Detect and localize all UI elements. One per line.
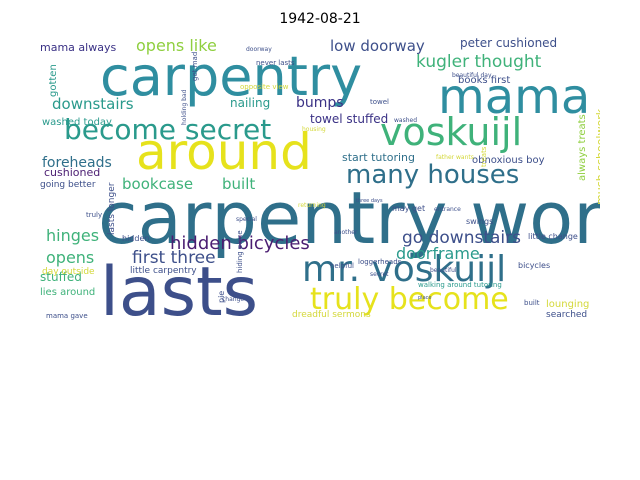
cloud-word: searched [546, 310, 587, 320]
cloud-word: start tutoring [342, 151, 415, 164]
cloud-word: walking around tutoring [418, 281, 502, 289]
cloud-word: swings [466, 217, 493, 226]
cloud-word: mama [438, 69, 590, 125]
cloud-word: mr. voskuijl [302, 249, 506, 290]
cloud-word: washed [394, 117, 417, 124]
cloud-word: truly [86, 211, 102, 219]
cloud-word: towel stuffed [310, 112, 388, 126]
cloud-word: lasts longer [107, 182, 117, 235]
cloud-word: change [222, 296, 244, 303]
cloud-word: downstairs [52, 95, 134, 113]
cloud-word: cushioned [44, 166, 100, 179]
cloud-word: dreadful sermons [292, 310, 371, 320]
cloud-word: opens [46, 248, 94, 267]
cloud-word: beautiful day [452, 72, 492, 79]
cloud-word: pie [217, 291, 226, 303]
cloud-word: little change [528, 232, 578, 241]
cloud-word: secret [370, 271, 389, 278]
cloud-word: stuffed [40, 270, 82, 284]
cloud-word: doorframe [396, 244, 480, 263]
cloud-word: hidden [122, 234, 149, 243]
cloud-word: books first [458, 75, 510, 86]
cloud-word: mama always [40, 41, 116, 54]
cloud-word: returning [298, 202, 326, 209]
cloud-word: hiding place [236, 230, 244, 273]
cloud-word: opens like [136, 37, 217, 55]
cloud-word: loggerheads [358, 258, 402, 266]
cloud-word: beautiful [430, 267, 457, 274]
cloud-word: become secret [64, 113, 271, 146]
cloud-word: low doorway [330, 37, 425, 55]
cloud-word: bumps [296, 95, 344, 111]
cloud-word: hidden bicycles [170, 233, 310, 254]
cloud-word: another [334, 229, 358, 236]
cloud-word: peter cushioned [460, 37, 557, 50]
cloud-word: obnoxious boy [472, 155, 545, 166]
cloud-word: lies around [40, 287, 95, 298]
cloud-word: gotten [48, 64, 59, 97]
cloud-word: day outside [42, 267, 95, 277]
word-cloud: carpentry workcarpentrylastsmamaaroundbe… [40, 37, 600, 322]
cloud-word: voskuijl [380, 110, 522, 154]
cloud-word: bicycles [518, 261, 550, 270]
cloud-word: three days [356, 198, 383, 204]
cloud-word: bookcase [122, 175, 193, 193]
cloud-word: mama gave [46, 312, 88, 320]
cloud-word: always treats [577, 114, 588, 181]
cloud-word: go downstairs [402, 228, 521, 248]
cloud-word: housing [302, 126, 326, 133]
cloud-word: helpful [330, 262, 354, 270]
cloud-word: doorway [246, 46, 272, 53]
cloud-word: holding bad [181, 89, 188, 125]
cloud-word: built [222, 175, 255, 193]
cloud-word: lasts [100, 253, 258, 322]
cloud-word: many houses [346, 160, 519, 190]
cloud-word: built [524, 299, 540, 307]
cloud-word: towel [370, 98, 389, 106]
word-cloud-words: carpentry workcarpentrylastsmamaaroundbe… [40, 37, 600, 322]
cloud-word: opposite view [240, 83, 289, 91]
cloud-word: special [236, 216, 257, 223]
cloud-word: entrance [434, 206, 461, 213]
cloud-word: get mad [191, 52, 199, 81]
cloud-word: much schoolwork [594, 108, 600, 205]
cloud-word: nailing [230, 96, 270, 110]
cloud-word: hinges [46, 226, 99, 245]
cloud-word: may get [392, 204, 425, 213]
cloud-word: kugler thought [416, 52, 542, 72]
cloud-word: first three [132, 248, 216, 268]
cloud-word: carpentry [100, 45, 362, 108]
figure-title: 1942-08-21 [279, 11, 361, 27]
cloud-word: lounging [546, 299, 589, 310]
cloud-word: truly become [310, 282, 509, 317]
cloud-word: treats [480, 146, 488, 167]
cloud-word: little carpentry [130, 266, 197, 276]
cloud-word: foreheads [42, 155, 112, 171]
cloud-word: around [136, 123, 312, 181]
cloud-word: washed today [42, 117, 112, 128]
word-cloud-background [40, 37, 600, 322]
cloud-word: carpentry work [98, 176, 600, 260]
cloud-word: going better [40, 180, 96, 190]
cloud-word: place [418, 295, 431, 301]
cloud-word: father wants [436, 154, 474, 161]
cloud-word: never lasts [256, 59, 295, 67]
